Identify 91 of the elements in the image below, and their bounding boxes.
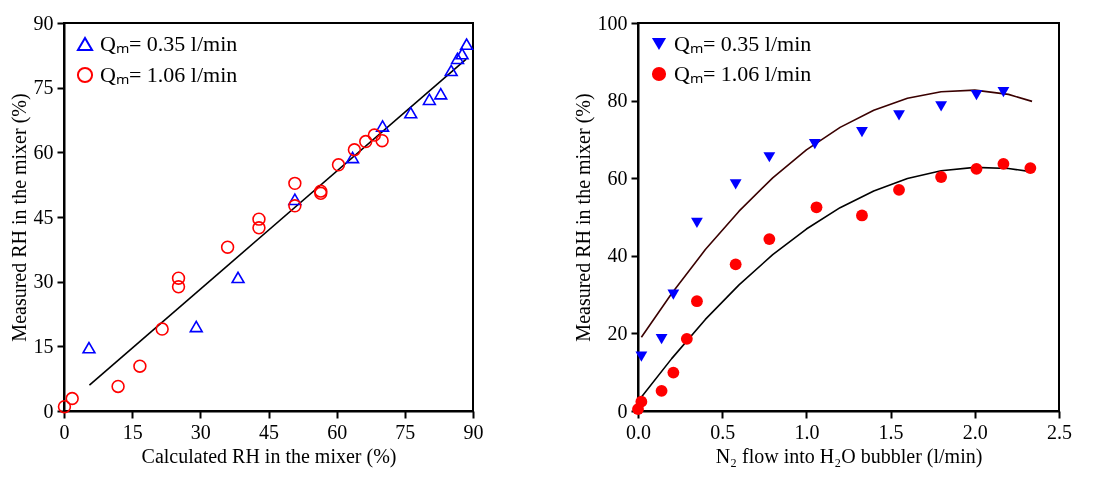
point (434, 87, 448, 100)
point (82, 341, 96, 354)
point (680, 332, 693, 345)
x-tick-label: 90 (463, 420, 484, 443)
point (997, 157, 1010, 170)
x-tick-label: 0.0 (626, 420, 651, 443)
x-tick-label: 1.5 (878, 420, 904, 443)
point (347, 143, 362, 157)
point (422, 93, 437, 106)
point (856, 209, 868, 222)
y-tick-label: 0 (43, 399, 54, 422)
point (655, 334, 668, 345)
point (970, 90, 983, 101)
point (455, 47, 469, 60)
point (288, 176, 302, 191)
point (691, 295, 703, 308)
x-tick-label: 2.0 (962, 420, 988, 443)
point (635, 395, 648, 408)
point (404, 106, 418, 119)
point (655, 384, 668, 397)
legend-label: Qₘ= 0.35 l/min (100, 31, 238, 56)
point (189, 320, 203, 333)
point (444, 64, 458, 77)
point (171, 271, 186, 285)
y-tick-label: 60 (607, 166, 628, 189)
y-axis-title: Measured RH in the mixer (%) (571, 93, 595, 342)
x-tick-label: 0.5 (710, 420, 736, 443)
y-tick-label: 75 (33, 76, 54, 99)
point (667, 366, 680, 379)
point (252, 221, 266, 235)
point (133, 359, 147, 373)
point (252, 212, 266, 226)
y-tick-label: 40 (607, 244, 628, 267)
point (331, 158, 346, 172)
y-tick-label: 20 (607, 321, 628, 344)
point (893, 183, 905, 196)
y-tick-label: 100 (597, 11, 628, 34)
point (288, 193, 302, 206)
point (367, 128, 382, 142)
x-tick-label: 15 (122, 420, 143, 443)
y-axis-title: Measured RH in the mixer (%) (7, 93, 31, 342)
legend-label: Qₘ= 1.06 l/min (674, 61, 812, 86)
x-axis-title: Calculated RH in the mixer (%) (141, 444, 397, 468)
x-tick-label: 60 (327, 420, 348, 443)
point (935, 171, 948, 183)
legend-label: Qₘ= 1.06 l/min (100, 62, 238, 87)
y-tick-label: 80 (607, 89, 628, 112)
point (450, 52, 465, 65)
x-tick-label: 0 (59, 420, 70, 443)
point (810, 201, 823, 214)
point (691, 217, 703, 228)
point (667, 289, 680, 300)
point (231, 271, 245, 284)
point (808, 138, 821, 150)
legend-label: Qₘ= 0.35 l/min (674, 31, 812, 56)
y-tick-label: 90 (33, 11, 54, 34)
y-tick-label: 30 (33, 270, 54, 293)
point (763, 152, 776, 163)
point (375, 120, 390, 132)
point (171, 280, 186, 294)
point (893, 110, 905, 121)
point (935, 101, 948, 112)
point (763, 233, 776, 246)
y-tick-label: 0 (617, 399, 628, 422)
point (1024, 162, 1037, 175)
y-tick-label: 45 (33, 205, 54, 228)
x-tick-label: 2.5 (1047, 420, 1072, 443)
x-axis-title: N₂ flow into H₂O bubbler (l/min) (715, 444, 983, 468)
point (997, 86, 1010, 98)
x-tick-label: 75 (395, 420, 416, 443)
point (65, 391, 79, 406)
point (635, 351, 648, 362)
point (57, 399, 72, 414)
point (288, 199, 302, 213)
point (375, 133, 389, 148)
point (220, 240, 235, 254)
point (856, 126, 868, 138)
point (970, 162, 983, 175)
x-tick-label: 45 (259, 420, 279, 443)
point (111, 379, 125, 394)
point (729, 258, 742, 271)
point (359, 134, 373, 149)
line-series (640, 89, 1033, 339)
point (459, 38, 474, 51)
y-tick-label: 15 (33, 334, 54, 357)
point (345, 151, 360, 164)
y-tick-label: 60 (33, 140, 54, 163)
x-tick-label: 30 (190, 420, 211, 443)
x-tick-label: 1.0 (794, 420, 820, 443)
point (155, 322, 169, 336)
point (729, 179, 742, 190)
